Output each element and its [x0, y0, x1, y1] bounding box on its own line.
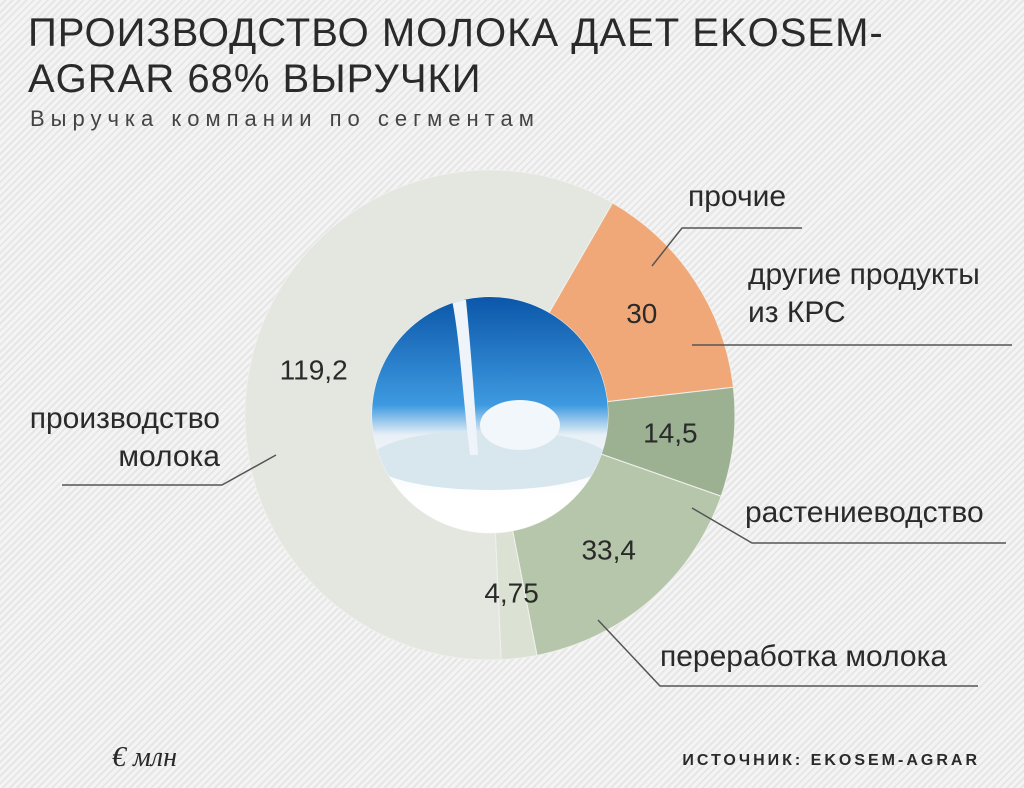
- category-label: прочие: [688, 180, 787, 213]
- value-label: 14,5: [643, 418, 698, 449]
- value-label: 4,75: [484, 578, 539, 609]
- value-label: 30: [626, 298, 657, 329]
- source-note: ИСТОЧНИК: EKOSEM-AGRAR: [682, 752, 980, 769]
- donut: [244, 169, 736, 661]
- category-label: растениеводство: [745, 496, 984, 529]
- leader-line: [691, 507, 1006, 544]
- chart-subtitle: Выручка компании по сегментам: [30, 106, 540, 131]
- leader-lines: [62, 227, 1012, 687]
- category-label: другие продукты из КРС: [748, 258, 980, 329]
- category-label: производство молока: [29, 402, 220, 473]
- category-label: переработка молока: [660, 640, 948, 673]
- leader-line: [62, 454, 277, 486]
- value-label: 119,2: [280, 354, 348, 385]
- chart-title: ПРОИЗВОДСТВО МОЛОКА ДАЕТ EKOSEM-AGRAR 68…: [28, 11, 884, 101]
- value-label: 33,4: [581, 535, 636, 566]
- leader-line: [651, 227, 802, 267]
- unit-note: € млн: [112, 742, 177, 773]
- milk-image: [372, 297, 608, 533]
- leader-line: [597, 619, 978, 687]
